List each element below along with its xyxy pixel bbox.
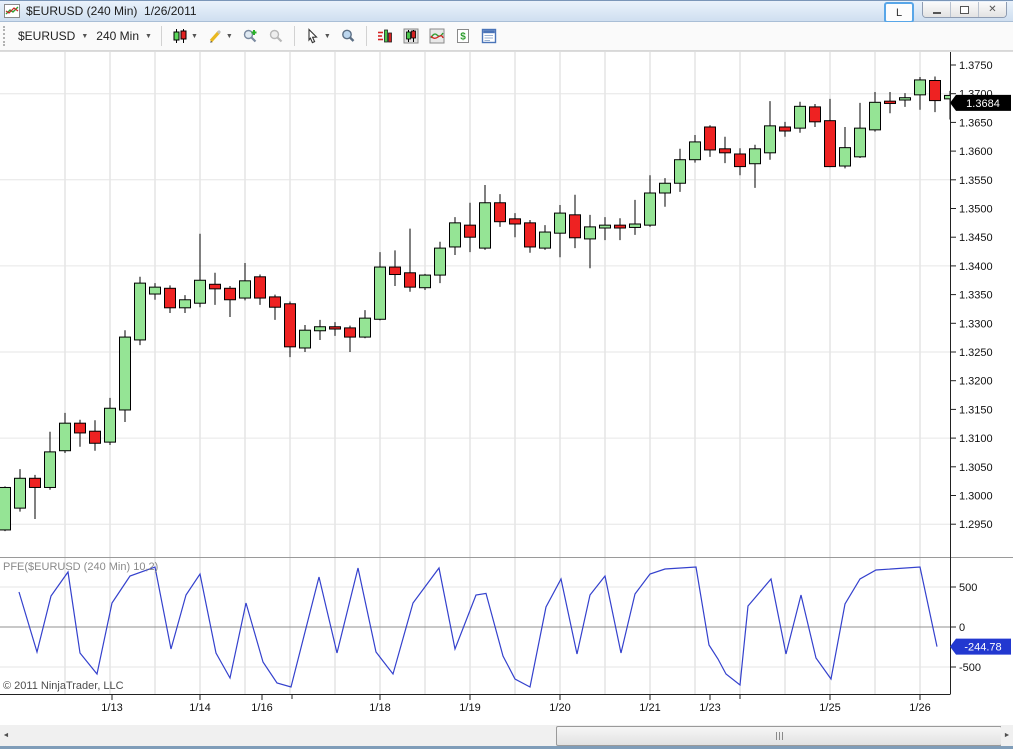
svg-text:500: 500 xyxy=(959,582,977,594)
link-button[interactable]: L xyxy=(884,2,914,23)
svg-text:1/16: 1/16 xyxy=(251,702,272,714)
properties-panel-icon xyxy=(480,27,498,45)
svg-text:1/13: 1/13 xyxy=(101,702,122,714)
scroll-right-arrow-icon[interactable]: ► xyxy=(1001,725,1013,746)
zoom-out-button[interactable] xyxy=(263,25,289,47)
svg-text:1.3200: 1.3200 xyxy=(959,376,993,388)
scrollbar-thumb[interactable] xyxy=(556,726,1002,746)
svg-text:0: 0 xyxy=(959,622,965,634)
svg-text:1/25: 1/25 xyxy=(819,702,840,714)
chart-properties-button[interactable] xyxy=(476,25,502,47)
svg-text:1/18: 1/18 xyxy=(369,702,390,714)
candlestick-style-icon xyxy=(171,27,189,45)
close-icon: ✕ xyxy=(988,3,997,15)
drawing-tools-button[interactable]: ▼ xyxy=(202,25,237,47)
copyright-text: © 2011 NinjaTrader, LLC xyxy=(3,680,124,692)
toolbar-grip[interactable] xyxy=(3,26,8,46)
svg-text:1.3450: 1.3450 xyxy=(959,232,993,244)
instrument-selector[interactable]: $EURUSD ▼ xyxy=(14,27,92,45)
svg-text:1.3150: 1.3150 xyxy=(959,404,993,416)
window-buttons: ✕ xyxy=(922,2,1007,18)
svg-text:1.3250: 1.3250 xyxy=(959,347,993,359)
indicator-chart-icon xyxy=(428,27,446,45)
restore-icon xyxy=(960,5,969,14)
zoom-in-icon xyxy=(241,27,259,45)
svg-text:1.3050: 1.3050 xyxy=(959,462,993,474)
toolbar-separator xyxy=(160,26,162,46)
indicator-label: PFE($EURUSD (240 Min) 10,2) xyxy=(3,561,159,573)
chart-toolbar: $EURUSD ▼ 240 Min ▼ ▼ ▼ xyxy=(0,22,1013,51)
minimize-icon xyxy=(932,11,941,14)
minimize-button[interactable] xyxy=(923,2,951,17)
cursor-arrow-icon xyxy=(304,27,322,45)
bar-analysis-icon xyxy=(376,27,394,45)
svg-text:$: $ xyxy=(460,32,466,43)
svg-text:1/19: 1/19 xyxy=(459,702,480,714)
title-bar[interactable]: $EURUSD (240 Min) 1/26/2011 L ✕ xyxy=(0,0,1013,23)
account-performance-button[interactable]: $ xyxy=(450,25,476,47)
svg-text:-500: -500 xyxy=(959,662,981,674)
chart-trader-button[interactable] xyxy=(398,25,424,47)
zoom-out-icon xyxy=(267,27,285,45)
window-bottom-border xyxy=(0,746,1013,749)
horizontal-scrollbar[interactable]: ◄ ► xyxy=(0,725,1013,746)
toolbar-separator xyxy=(365,26,367,46)
interval-label: 240 Min xyxy=(96,29,139,43)
pencil-icon xyxy=(206,27,224,45)
window-chart-icon xyxy=(4,4,20,18)
dollar-icon: $ xyxy=(454,27,472,45)
toolbar-separator xyxy=(293,26,295,46)
bar-analysis-button[interactable] xyxy=(372,25,398,47)
svg-text:-244.78: -244.78 xyxy=(964,642,1001,654)
close-button[interactable]: ✕ xyxy=(979,2,1006,17)
svg-text:1.3684: 1.3684 xyxy=(966,98,1000,110)
svg-text:1.3550: 1.3550 xyxy=(959,175,993,187)
chevron-down-icon: ▼ xyxy=(145,32,152,40)
svg-text:1.3650: 1.3650 xyxy=(959,117,993,129)
chevron-down-icon: ▼ xyxy=(190,32,198,40)
svg-text:1.2950: 1.2950 xyxy=(959,519,993,531)
instrument-label: $EURUSD xyxy=(18,29,76,43)
interval-selector[interactable]: 240 Min ▼ xyxy=(92,27,156,45)
scrollbar-grip-icon xyxy=(775,732,783,740)
window-title: $EURUSD (240 Min) 1/26/2011 xyxy=(26,4,197,18)
svg-text:1/14: 1/14 xyxy=(189,702,210,714)
indicators-button[interactable] xyxy=(424,25,450,47)
svg-text:1.3100: 1.3100 xyxy=(959,433,993,445)
cursor-button[interactable]: ▼ xyxy=(300,25,335,47)
chart-style-button[interactable]: ▼ xyxy=(167,25,202,47)
svg-text:1.3000: 1.3000 xyxy=(959,491,993,503)
restore-button[interactable] xyxy=(951,2,979,17)
chevron-down-icon: ▼ xyxy=(225,32,233,40)
svg-text:1/20: 1/20 xyxy=(549,702,570,714)
svg-text:1.3300: 1.3300 xyxy=(959,318,993,330)
svg-text:1.3500: 1.3500 xyxy=(959,204,993,216)
svg-text:1.3600: 1.3600 xyxy=(959,146,993,158)
data-box-button[interactable] xyxy=(335,25,361,47)
chevron-down-icon: ▼ xyxy=(81,32,89,40)
svg-text:1.3350: 1.3350 xyxy=(959,290,993,302)
scroll-left-arrow-icon[interactable]: ◄ xyxy=(0,725,12,746)
svg-text:1.3400: 1.3400 xyxy=(959,261,993,273)
svg-text:1/21: 1/21 xyxy=(639,702,660,714)
magnifier-data-icon xyxy=(339,27,357,45)
candles-frame-icon xyxy=(402,27,420,45)
svg-text:1/23: 1/23 xyxy=(699,702,720,714)
svg-text:1.3750: 1.3750 xyxy=(959,60,993,72)
zoom-in-button[interactable] xyxy=(237,25,263,47)
svg-text:1/26: 1/26 xyxy=(909,702,930,714)
chevron-down-icon: ▼ xyxy=(323,32,331,40)
